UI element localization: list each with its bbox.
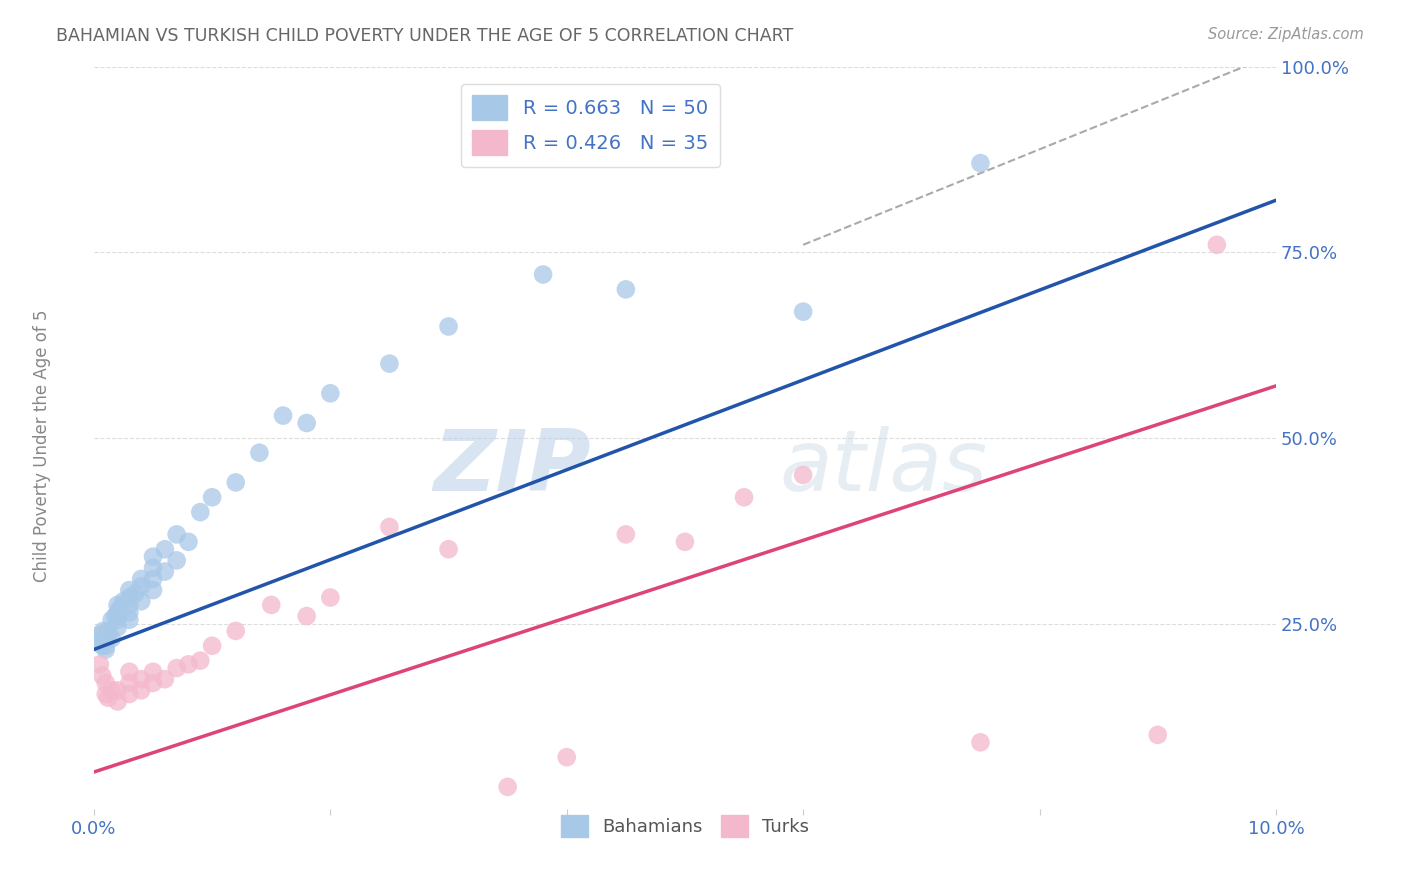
Point xyxy=(378,357,401,371)
Point xyxy=(614,527,637,541)
Point xyxy=(271,409,294,423)
Point xyxy=(792,468,814,483)
Point xyxy=(673,534,696,549)
Point xyxy=(153,542,176,557)
Point xyxy=(1146,728,1168,742)
Point xyxy=(94,642,117,657)
Point xyxy=(555,750,578,764)
Point xyxy=(496,780,519,794)
Point xyxy=(188,654,211,668)
Point xyxy=(969,735,991,749)
Point xyxy=(94,639,117,653)
Point xyxy=(118,583,141,598)
Point xyxy=(118,591,141,605)
Point xyxy=(166,527,188,541)
Text: Source: ZipAtlas.com: Source: ZipAtlas.com xyxy=(1208,27,1364,42)
Point xyxy=(100,683,122,698)
Point xyxy=(142,549,165,564)
Point xyxy=(94,687,117,701)
Point xyxy=(142,665,165,679)
Point xyxy=(100,632,122,646)
Point xyxy=(93,624,115,638)
Point xyxy=(112,594,135,608)
Point xyxy=(107,694,129,708)
Point xyxy=(614,282,637,296)
Point xyxy=(1205,237,1227,252)
Point xyxy=(118,598,141,612)
Point xyxy=(97,627,120,641)
Point xyxy=(107,606,129,620)
Point xyxy=(319,386,342,401)
Point xyxy=(94,632,117,646)
Point xyxy=(100,613,122,627)
Point xyxy=(129,683,152,698)
Point xyxy=(129,572,152,586)
Point xyxy=(129,594,152,608)
Point xyxy=(89,635,111,649)
Point xyxy=(225,624,247,638)
Point xyxy=(91,639,114,653)
Point xyxy=(531,268,554,282)
Text: ZIP: ZIP xyxy=(433,426,591,509)
Point xyxy=(142,583,165,598)
Point xyxy=(201,490,224,504)
Point xyxy=(792,304,814,318)
Point xyxy=(177,534,200,549)
Point xyxy=(89,657,111,672)
Point xyxy=(969,156,991,170)
Point xyxy=(104,609,127,624)
Point xyxy=(142,676,165,690)
Point xyxy=(118,687,141,701)
Point xyxy=(378,520,401,534)
Point xyxy=(107,620,129,634)
Point xyxy=(153,672,176,686)
Point xyxy=(129,579,152,593)
Point xyxy=(124,587,146,601)
Point xyxy=(260,598,283,612)
Point xyxy=(107,613,129,627)
Point xyxy=(108,601,131,615)
Point xyxy=(153,565,176,579)
Text: Child Poverty Under the Age of 5: Child Poverty Under the Age of 5 xyxy=(34,310,51,582)
Point xyxy=(249,446,271,460)
Point xyxy=(177,657,200,672)
Point xyxy=(225,475,247,490)
Point xyxy=(97,690,120,705)
Point xyxy=(166,661,188,675)
Point xyxy=(118,676,141,690)
Point xyxy=(166,553,188,567)
Legend: Bahamians, Turks: Bahamians, Turks xyxy=(554,808,817,845)
Point xyxy=(129,672,152,686)
Point xyxy=(142,561,165,575)
Point xyxy=(733,490,755,504)
Point xyxy=(142,572,165,586)
Point xyxy=(295,609,318,624)
Text: BAHAMIAN VS TURKISH CHILD POVERTY UNDER THE AGE OF 5 CORRELATION CHART: BAHAMIAN VS TURKISH CHILD POVERTY UNDER … xyxy=(56,27,793,45)
Point xyxy=(118,606,141,620)
Point xyxy=(437,319,460,334)
Point xyxy=(319,591,342,605)
Point xyxy=(118,613,141,627)
Point xyxy=(201,639,224,653)
Point xyxy=(295,416,318,430)
Text: atlas: atlas xyxy=(779,426,987,509)
Point xyxy=(107,598,129,612)
Point xyxy=(107,683,129,698)
Point xyxy=(94,635,117,649)
Point xyxy=(437,542,460,557)
Point xyxy=(118,665,141,679)
Point xyxy=(89,627,111,641)
Point xyxy=(94,676,117,690)
Point xyxy=(188,505,211,519)
Point xyxy=(97,624,120,638)
Point xyxy=(91,668,114,682)
